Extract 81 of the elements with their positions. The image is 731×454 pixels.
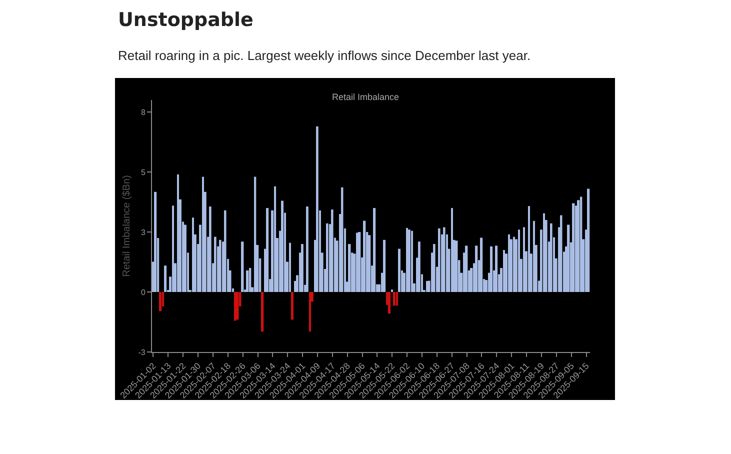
bar xyxy=(518,230,520,292)
bar xyxy=(309,292,311,332)
bar xyxy=(234,292,236,321)
bar xyxy=(202,176,204,292)
bar xyxy=(214,236,216,292)
bar xyxy=(184,224,186,292)
bar xyxy=(261,292,264,332)
bar xyxy=(587,188,590,292)
bar xyxy=(528,206,530,292)
text: Unstoppable xyxy=(118,9,254,31)
bar xyxy=(383,240,386,292)
bar xyxy=(408,230,410,292)
chart-title: Retail Imbalance xyxy=(332,92,400,102)
bar xyxy=(560,215,562,292)
bar xyxy=(348,244,351,292)
text: Retail roaring in a pic. Largest weekly inflows since December last year. xyxy=(118,48,531,63)
bar xyxy=(254,176,256,292)
bar xyxy=(274,186,276,292)
bar xyxy=(480,238,483,292)
bar xyxy=(418,242,420,292)
bar xyxy=(543,213,545,292)
y-tick-label: 3 xyxy=(140,228,146,237)
bar xyxy=(508,234,510,292)
bar xyxy=(219,240,222,292)
bar xyxy=(393,292,396,306)
bar xyxy=(398,248,400,292)
bar xyxy=(426,280,428,292)
bar xyxy=(567,224,570,292)
bar xyxy=(577,200,580,292)
y-tick-label: 0 xyxy=(140,288,146,297)
bar xyxy=(341,187,344,292)
bar xyxy=(396,292,398,306)
bar xyxy=(177,174,179,292)
bar xyxy=(373,208,376,292)
bar xyxy=(241,242,244,292)
bar xyxy=(438,228,440,292)
bar xyxy=(572,203,575,292)
bar xyxy=(363,220,366,292)
bar xyxy=(249,268,252,292)
bar xyxy=(580,196,582,292)
bar xyxy=(368,235,371,292)
bar xyxy=(495,246,498,292)
bar xyxy=(301,244,304,292)
bar xyxy=(224,210,226,292)
bar xyxy=(411,230,413,292)
bar xyxy=(388,292,391,314)
bar xyxy=(490,246,493,292)
bar xyxy=(451,208,453,292)
bar xyxy=(164,266,167,292)
bar xyxy=(281,200,284,292)
bar xyxy=(550,223,552,292)
bar xyxy=(154,192,157,292)
bar xyxy=(443,227,446,292)
bar xyxy=(326,223,328,292)
bar xyxy=(465,246,468,292)
bar xyxy=(503,250,506,292)
y-tick-label: 8 xyxy=(140,108,146,117)
bar xyxy=(316,126,318,292)
bar xyxy=(331,209,334,292)
bar xyxy=(433,244,436,292)
bar xyxy=(406,228,408,292)
bar xyxy=(356,232,358,292)
bar xyxy=(159,292,162,312)
bar xyxy=(246,270,249,292)
bar xyxy=(266,208,269,292)
y-axis-title: Retail Imbalance ($Bn) xyxy=(121,175,132,277)
bar xyxy=(455,240,458,292)
bar xyxy=(523,227,525,292)
bar xyxy=(289,242,291,292)
bar xyxy=(533,220,535,292)
bar xyxy=(291,292,294,320)
bar xyxy=(209,206,212,292)
bar xyxy=(358,232,361,292)
y-tick-label: -3 xyxy=(138,348,146,357)
bar xyxy=(236,292,239,320)
bar xyxy=(306,206,308,292)
y-tick-label: 5 xyxy=(140,168,146,177)
bar xyxy=(192,218,194,292)
bar xyxy=(172,206,174,292)
bar xyxy=(513,236,515,292)
bar xyxy=(475,246,478,292)
